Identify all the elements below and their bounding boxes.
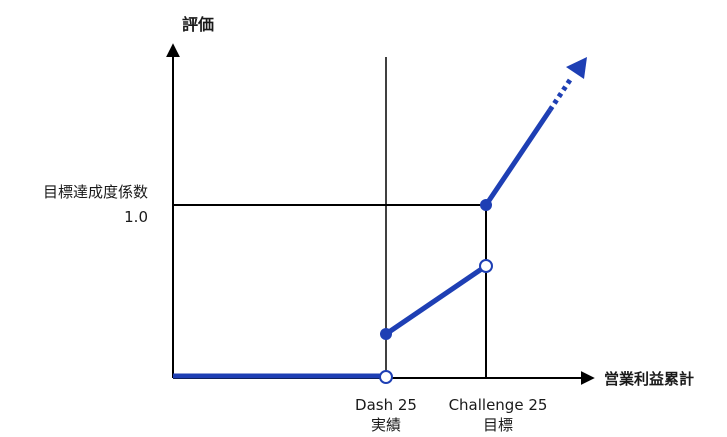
- challenge25-label-line2: 目標: [483, 416, 513, 434]
- challenge25-open-point: [479, 259, 493, 273]
- reference-label-line1: 目標達成度係数: [43, 183, 148, 201]
- dash25-label-line1: Dash 25: [355, 396, 417, 414]
- dash25-filled-point: [380, 328, 392, 340]
- dash25-label-line2: 実績: [371, 416, 401, 434]
- curve-arrowhead: [566, 57, 587, 79]
- reference-label-line2: 1.0: [124, 208, 148, 226]
- middle-segment: [384, 263, 488, 337]
- challenge25-filled-point: [480, 199, 492, 211]
- upper-segment: [483, 108, 553, 207]
- dotted-extension: [547, 75, 575, 112]
- y-axis-label: 評価: [182, 15, 214, 34]
- challenge25-label-line1: Challenge 25: [449, 396, 548, 414]
- dash25-open-point: [379, 370, 393, 384]
- x-axis-label: 営業利益累計: [604, 370, 694, 388]
